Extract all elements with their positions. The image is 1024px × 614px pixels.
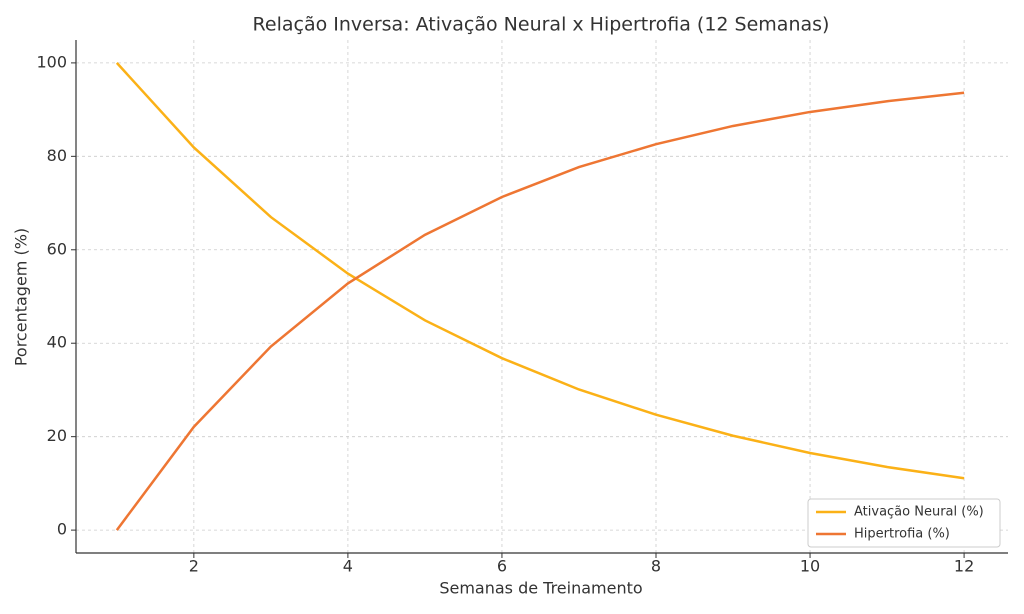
y-tick-label: 0 (57, 520, 67, 539)
x-tick-label: 2 (189, 557, 199, 576)
x-tick-label: 12 (954, 557, 974, 576)
x-axis-label: Semanas de Treinamento (439, 579, 642, 598)
legend-box (807, 498, 1001, 548)
x-tick-label: 4 (343, 557, 353, 576)
y-tick-label: 80 (47, 146, 67, 165)
line-series (115, 91, 965, 531)
line-series (115, 62, 965, 480)
y-tick-label: 40 (47, 333, 67, 352)
legend-label: Ativação Neural (%) (854, 505, 984, 520)
x-tick-label: 10 (800, 557, 820, 576)
x-tick-label: 8 (651, 557, 661, 576)
chart-title: Relação Inversa: Ativação Neural x Hiper… (253, 14, 830, 36)
legend: Ativação Neural (%) Hipertrofia (%) (807, 498, 1001, 548)
y-tick-label: 100 (36, 52, 67, 71)
y-tick-label: 60 (47, 239, 67, 258)
y-tick-label: 20 (47, 426, 67, 445)
x-tick-label: 6 (497, 557, 507, 576)
legend-label: Hipertrofia (%) (854, 527, 950, 542)
y-axis-label: Porcentagem (%) (12, 228, 31, 366)
